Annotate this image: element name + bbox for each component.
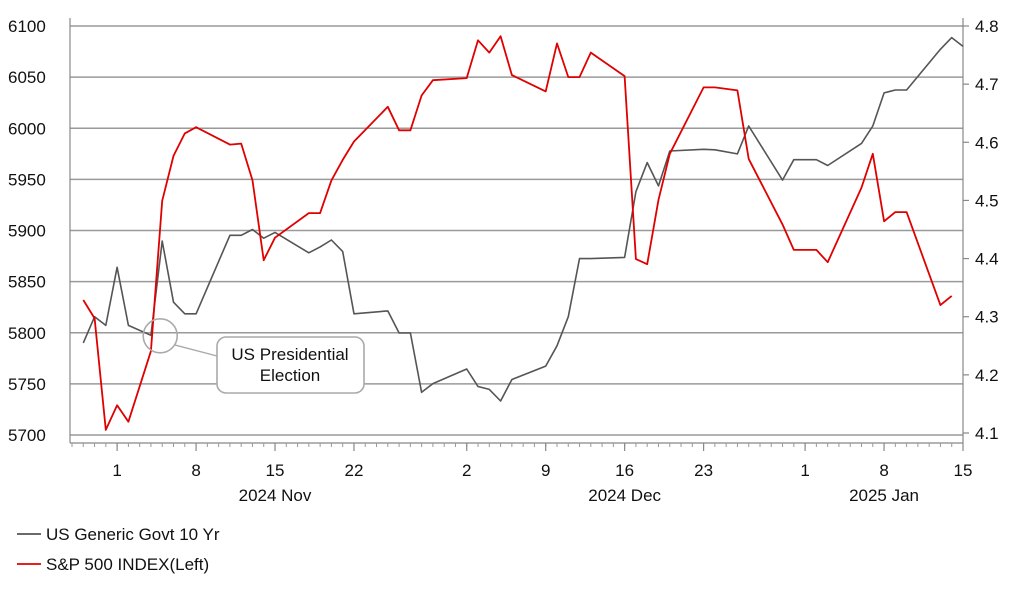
axes: 5700 5750 5800 5850 5900 5950 6000 6050 6100 4.1 4… — [8, 17, 999, 505]
y-left-tick-label: 5950 — [8, 170, 46, 189]
y-right-tick-label: 4.8 — [975, 17, 999, 36]
x-tick-label: 23 — [694, 461, 713, 480]
legend-label: S&P 500 INDEX(Left) — [46, 555, 209, 574]
y-left-tick-label: 5850 — [8, 273, 46, 292]
annotation-leader — [174, 344, 218, 357]
x-tick-label: 15 — [954, 461, 973, 480]
y-left-tick-label: 6050 — [8, 68, 46, 87]
x-tick-label: 2 — [462, 461, 471, 480]
y-right-tick-label: 4.4 — [975, 250, 999, 269]
series-line-sp500 — [82, 35, 953, 431]
annotation-box — [216, 336, 365, 394]
x-tick-label: 1 — [800, 461, 809, 480]
series-line-us-10yr — [82, 36, 964, 402]
legend: US Generic Govt 10 Yr S&P 500 INDEX(Left) — [17, 525, 220, 574]
y-left-tick-label: 5800 — [8, 324, 46, 343]
y-left-tick-label: 5750 — [8, 375, 46, 394]
y-right-tick-label: 4.7 — [975, 75, 999, 94]
y-left-tick-label: 6100 — [8, 17, 46, 36]
y-right-tick-label: 4.5 — [975, 191, 999, 210]
annotation-line-2: Election — [260, 366, 320, 385]
x-tick-label: 8 — [191, 461, 200, 480]
annotation-line-1: US Presidential — [231, 345, 348, 364]
y-right-tick-label: 4.1 — [975, 424, 999, 443]
y-right-tick-label: 4.3 — [975, 308, 999, 327]
y-right-tick-label: 4.6 — [975, 133, 999, 152]
x-tick-label: 22 — [345, 461, 364, 480]
x-month-label: 2025 Jan — [849, 486, 919, 505]
y-left-tick-label: 5700 — [8, 426, 46, 445]
x-tick-label: 8 — [879, 461, 888, 480]
y-right-tick-label: 4.2 — [975, 366, 999, 385]
x-month-label: 2024 Dec — [588, 486, 661, 505]
x-tick-label: 15 — [266, 461, 285, 480]
x-tick-label: 9 — [541, 461, 550, 480]
series-lines — [82, 35, 964, 431]
annotation: US Presidential Election — [142, 318, 365, 394]
x-month-label: 2024 Nov — [239, 486, 312, 505]
annotation-circle — [142, 318, 179, 354]
legend-label: US Generic Govt 10 Yr — [46, 525, 220, 544]
gridlines — [70, 25, 963, 436]
y-left-tick-label: 6000 — [8, 119, 46, 138]
y-left-tick-label: 5900 — [8, 222, 46, 241]
x-tick-label: 1 — [112, 461, 121, 480]
x-tick-label: 16 — [615, 461, 634, 480]
